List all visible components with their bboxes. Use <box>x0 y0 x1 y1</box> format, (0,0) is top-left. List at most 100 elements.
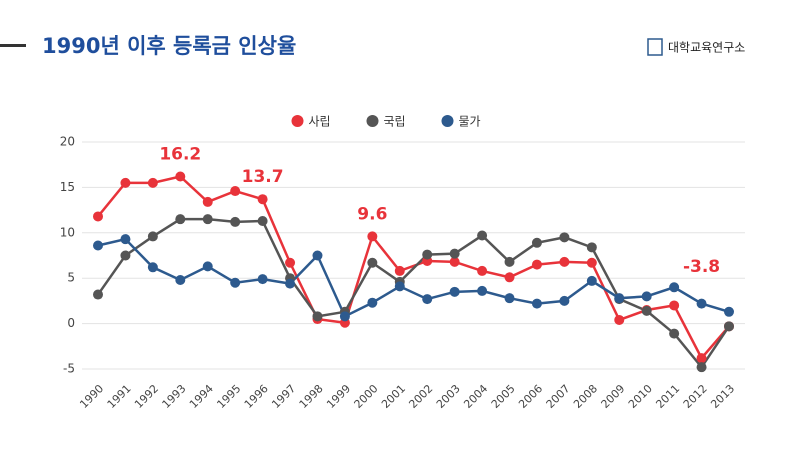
data-point <box>120 177 131 188</box>
x-tick-label: 2007 <box>544 382 573 411</box>
data-point <box>93 240 103 251</box>
data-point <box>586 242 597 253</box>
x-tick-label: 2005 <box>489 382 518 411</box>
data-point <box>449 248 460 259</box>
data-point <box>312 311 323 322</box>
data-point <box>422 249 433 260</box>
x-tick-label: 2004 <box>461 382 490 411</box>
data-label: 13.7 <box>242 167 284 187</box>
legend-label: 국립 <box>384 115 406 129</box>
data-point <box>93 289 103 300</box>
x-tick-label: 2012 <box>681 382 710 411</box>
data-point <box>175 275 186 286</box>
data-point <box>641 305 652 316</box>
data-point <box>586 257 597 268</box>
x-tick-label: 2011 <box>653 382 682 411</box>
data-point <box>669 328 680 339</box>
x-tick-label: 2010 <box>626 382 655 411</box>
data-point <box>202 261 213 272</box>
data-point <box>531 237 542 248</box>
x-tick-label: 1995 <box>214 382 243 411</box>
x-tick-label: 1997 <box>269 382 298 411</box>
data-point <box>422 294 433 305</box>
page-title: 1990년 이후 등록금 인상율 <box>42 34 296 58</box>
x-tick-label: 2003 <box>434 382 463 411</box>
data-point <box>202 196 213 207</box>
data-point <box>312 250 323 261</box>
header-bar <box>0 44 26 47</box>
y-tick-label: 20 <box>60 135 75 149</box>
data-point <box>339 311 350 322</box>
data-point <box>230 186 241 197</box>
data-point <box>531 259 542 270</box>
x-tick-label: 1999 <box>324 382 353 411</box>
x-tick-label: 1996 <box>242 382 271 411</box>
data-point <box>641 291 652 302</box>
data-point <box>696 353 707 364</box>
data-point <box>285 278 296 289</box>
logo-icon <box>647 38 663 56</box>
x-tick-label: 2000 <box>352 382 381 411</box>
data-point <box>724 321 734 332</box>
data-point <box>285 257 296 268</box>
legend-label: 물가 <box>459 115 481 129</box>
data-point <box>394 265 405 276</box>
y-tick-label: 5 <box>67 271 75 285</box>
legend-marker <box>291 115 304 127</box>
data-point <box>559 295 570 306</box>
data-point <box>504 256 515 267</box>
data-point <box>367 297 378 308</box>
data-point <box>367 231 378 242</box>
x-tick-label: 2008 <box>571 382 600 411</box>
x-tick-label: 2001 <box>379 382 408 411</box>
logo-text: 대학교육연구소 <box>668 41 745 55</box>
data-point <box>230 277 241 288</box>
data-point <box>449 286 460 297</box>
data-point <box>257 274 268 285</box>
legend-marker <box>366 115 379 127</box>
data-point <box>669 300 680 311</box>
x-tick-label: 1991 <box>105 382 134 411</box>
data-point <box>504 272 515 283</box>
data-point <box>531 298 542 309</box>
data-label: 9.6 <box>357 204 387 224</box>
data-point <box>559 232 570 243</box>
data-point <box>147 262 158 273</box>
data-point <box>120 234 131 245</box>
x-tick-label: 1994 <box>187 382 216 411</box>
x-tick-label: 2006 <box>516 382 545 411</box>
data-point <box>147 177 158 188</box>
data-label: -3.8 <box>683 257 720 277</box>
data-point <box>120 250 131 261</box>
data-point <box>202 214 213 225</box>
data-point <box>724 306 734 317</box>
x-tick-label: 1993 <box>160 382 189 411</box>
data-point <box>230 216 241 227</box>
y-tick-label: 0 <box>67 316 75 330</box>
data-point <box>696 298 707 309</box>
data-point <box>559 256 570 267</box>
data-point <box>614 314 625 325</box>
y-tick-label: -5 <box>63 362 75 376</box>
data-point <box>147 231 158 242</box>
data-point <box>175 214 186 225</box>
data-point <box>614 293 625 304</box>
data-label: 16.2 <box>159 145 201 165</box>
x-tick-label: 1998 <box>297 382 326 411</box>
data-point <box>477 230 488 241</box>
legend-label: 사립 <box>309 115 331 129</box>
data-point <box>669 282 680 293</box>
x-tick-label: 1992 <box>132 382 161 411</box>
data-point <box>449 256 460 267</box>
data-point <box>394 281 405 292</box>
x-tick-label: 2002 <box>406 382 435 411</box>
data-point <box>257 194 268 205</box>
data-point <box>696 362 707 373</box>
data-point <box>367 257 378 268</box>
data-point <box>175 171 186 182</box>
data-point <box>477 285 488 296</box>
x-tick-label: 1990 <box>77 382 106 411</box>
x-tick-label: 2013 <box>708 382 737 411</box>
data-point <box>257 215 268 226</box>
